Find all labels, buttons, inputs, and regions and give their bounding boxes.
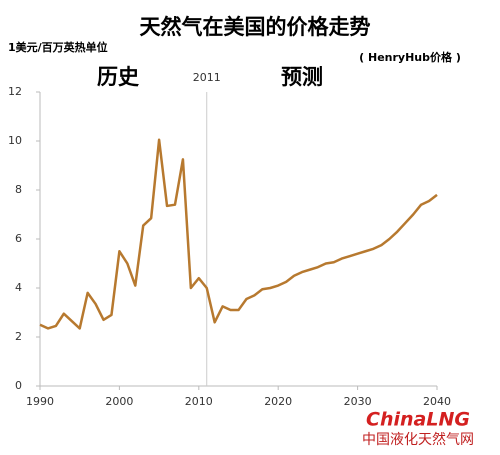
- annotation: 历史: [97, 65, 140, 89]
- y-tick-label: 10: [8, 134, 22, 147]
- x-tick-label: 2010: [185, 395, 213, 408]
- data-line: [39, 138, 438, 330]
- divider-label: 2011: [193, 71, 221, 84]
- y-tick-label: 8: [15, 183, 22, 196]
- y-tick-label: 2: [15, 330, 22, 343]
- y-tick-label: 0: [15, 379, 22, 392]
- y-tick-label: 6: [15, 232, 22, 245]
- y-tick-label: 12: [8, 85, 22, 98]
- x-tick-label: 2020: [264, 395, 292, 408]
- watermark-site: 中国液化天然气网: [362, 431, 474, 448]
- y-axis-label: 1美元/百万英热单位: [8, 40, 108, 54]
- subtitle: ( HenryHub价格 ): [359, 50, 461, 64]
- x-tick-label: 2030: [344, 395, 372, 408]
- annotation: 预测: [281, 65, 323, 89]
- chart-title: 天然气在美国的价格走势: [140, 15, 371, 39]
- x-tick-label: 1990: [26, 395, 54, 408]
- x-tick-label: 2000: [105, 395, 133, 408]
- watermark-logo: ChinaLNG: [366, 409, 470, 431]
- y-tick-label: 4: [15, 281, 22, 294]
- x-tick-label: 2040: [423, 395, 451, 408]
